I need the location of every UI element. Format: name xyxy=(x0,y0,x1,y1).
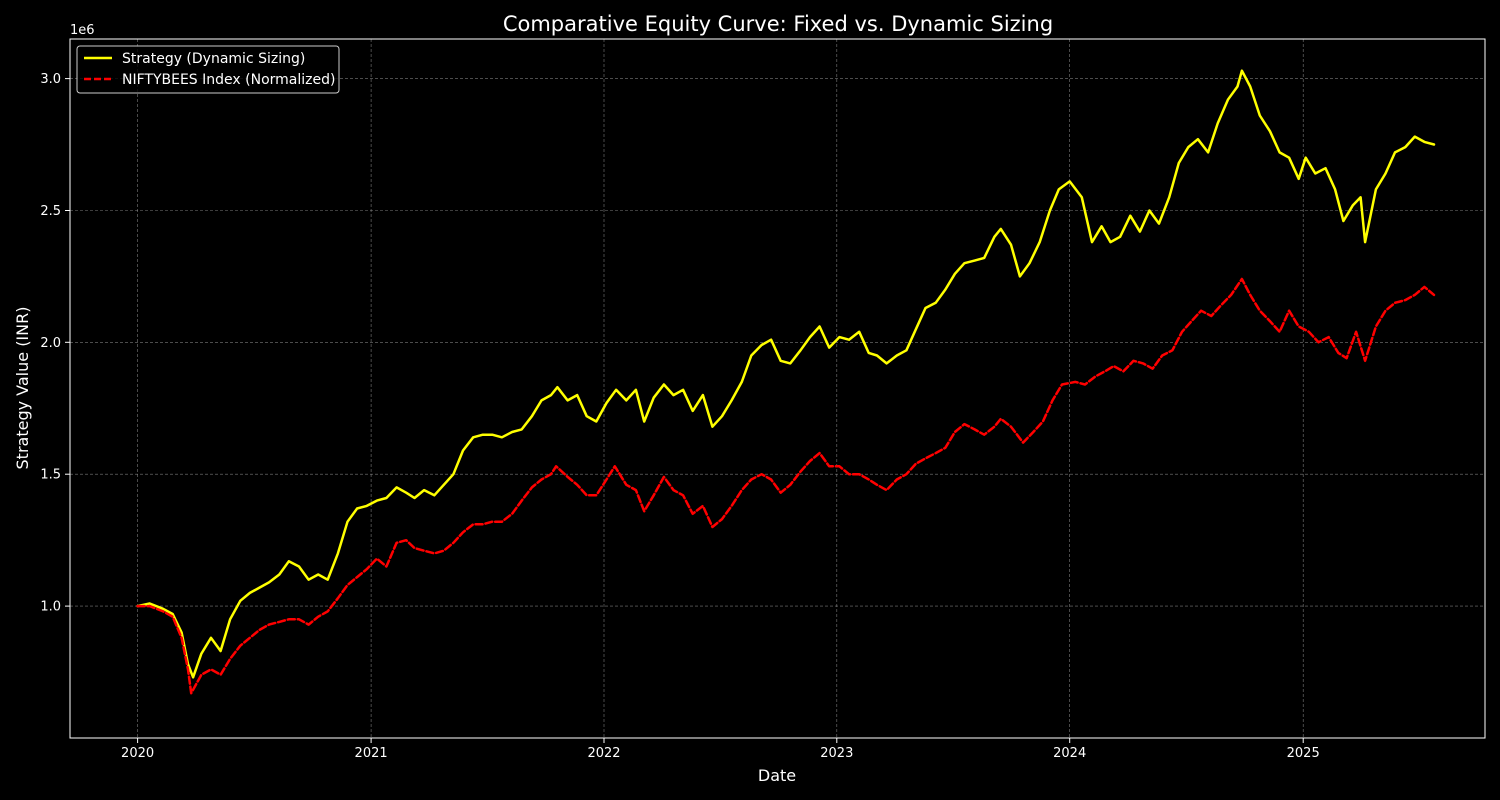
x-tick-label: 2020 xyxy=(121,746,154,761)
x-tick-label: 2022 xyxy=(587,746,620,761)
y-tick-label: 1.5 xyxy=(40,468,61,483)
y-tick-label: 3.0 xyxy=(40,72,61,87)
series-line-niftybees xyxy=(136,277,1436,695)
legend-label-strategy: Strategy (Dynamic Sizing) xyxy=(122,51,305,67)
x-axis-title: Date xyxy=(758,766,796,785)
x-tick-label: 2023 xyxy=(820,746,853,761)
y-axis-ticks: 1.0 1.5 2.0 2.5 3.0 xyxy=(40,72,70,615)
y-axis-title: Strategy Value (INR) xyxy=(13,307,32,470)
y-tick-label: 2.0 xyxy=(40,336,61,351)
series-line-strategy xyxy=(136,69,1436,679)
grid-lines xyxy=(70,39,1485,738)
x-tick-label: 2021 xyxy=(355,746,388,761)
y-axis-scale-offset: 1e6 xyxy=(70,23,95,38)
legend-box xyxy=(76,45,340,94)
x-tick-label: 2025 xyxy=(1287,746,1320,761)
plot-area-frame xyxy=(69,38,1486,739)
x-axis-ticks: 2020 2021 2022 2023 2024 2025 xyxy=(121,738,1320,761)
legend: Strategy (Dynamic Sizing) NIFTYBEES Inde… xyxy=(76,45,340,94)
y-tick-label: 2.5 xyxy=(40,204,61,219)
legend-label-niftybees: NIFTYBEES Index (Normalized) xyxy=(122,72,335,88)
y-tick-label: 1.0 xyxy=(40,600,61,615)
series-lines xyxy=(136,69,1436,695)
x-tick-label: 2024 xyxy=(1053,746,1086,761)
chart-title: Comparative Equity Curve: Fixed vs. Dyna… xyxy=(503,12,1053,36)
